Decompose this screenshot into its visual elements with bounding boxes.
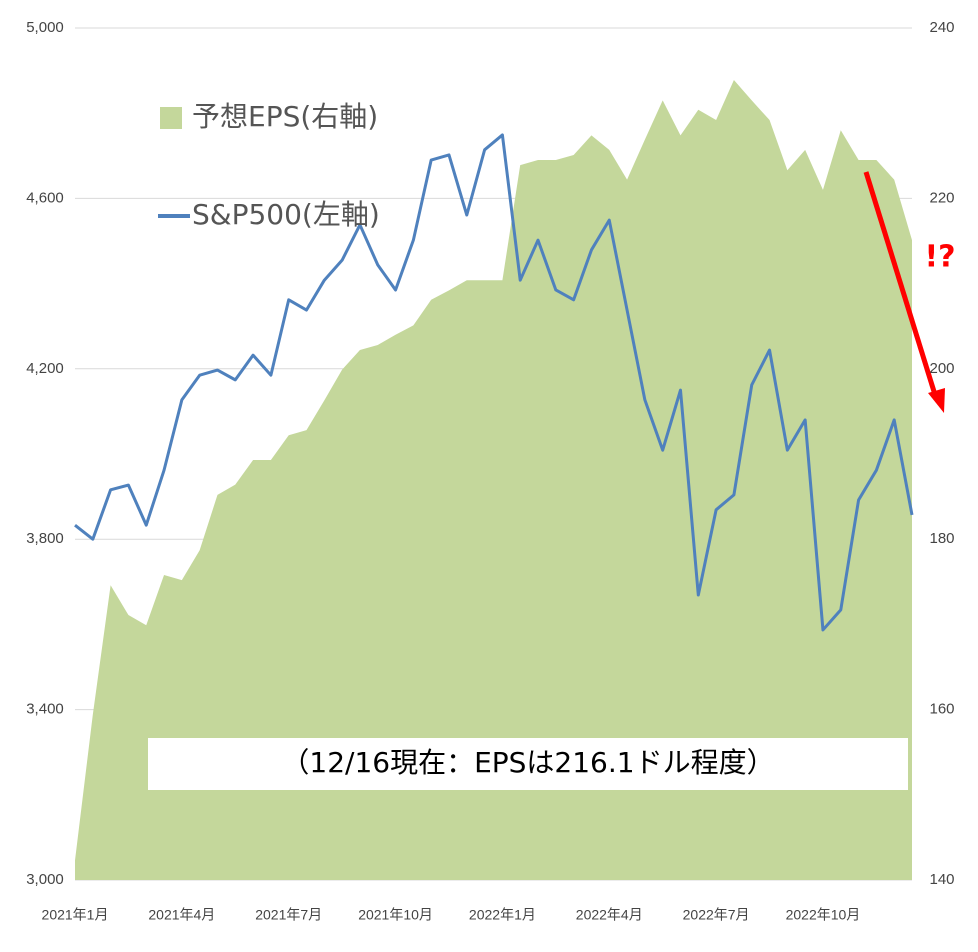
annotation: （12/16現在：EPSは216.1ドル程度） bbox=[281, 746, 774, 779]
legend-label: 予想EPS(右軸) bbox=[192, 100, 378, 133]
x-tick-label: 2022年10月 bbox=[786, 907, 861, 923]
y-tick-label: 4,600 bbox=[26, 189, 64, 206]
y-tick-label: 3,400 bbox=[26, 701, 64, 718]
y2-tick-label: 160 bbox=[929, 701, 954, 718]
y-tick-label: 3,800 bbox=[26, 530, 64, 547]
y-tick-label: 3,000 bbox=[26, 871, 64, 888]
y2-tick-label: 140 bbox=[929, 871, 954, 888]
arrow-head bbox=[928, 388, 945, 413]
legend-swatch bbox=[160, 107, 182, 129]
y-tick-label: 4,200 bbox=[26, 360, 64, 377]
x-tick-label: 2021年7月 bbox=[255, 907, 322, 923]
y2-tick-label: 180 bbox=[929, 530, 954, 547]
x-tick-label: 2022年1月 bbox=[469, 907, 536, 923]
y-tick-label: 5,000 bbox=[26, 19, 64, 36]
x-tick-label: 2022年4月 bbox=[576, 907, 643, 923]
note-box bbox=[148, 738, 908, 790]
area bbox=[75, 79, 912, 881]
y2-tick-label: 220 bbox=[929, 189, 954, 206]
x-tick-label: 2021年10月 bbox=[358, 907, 433, 923]
x-tick-label: 2022年7月 bbox=[683, 907, 750, 923]
y2-tick-label: 200 bbox=[929, 360, 954, 377]
legend-label: S&P500(左軸) bbox=[192, 198, 380, 231]
arrow bbox=[863, 171, 939, 399]
line bbox=[74, 133, 914, 632]
annotation: !? bbox=[924, 240, 955, 275]
x-tick-label: 2021年1月 bbox=[42, 907, 109, 923]
plot-area bbox=[74, 27, 914, 881]
x-tick-label: 2021年4月 bbox=[148, 907, 215, 923]
y2-tick-label: 240 bbox=[929, 19, 954, 36]
